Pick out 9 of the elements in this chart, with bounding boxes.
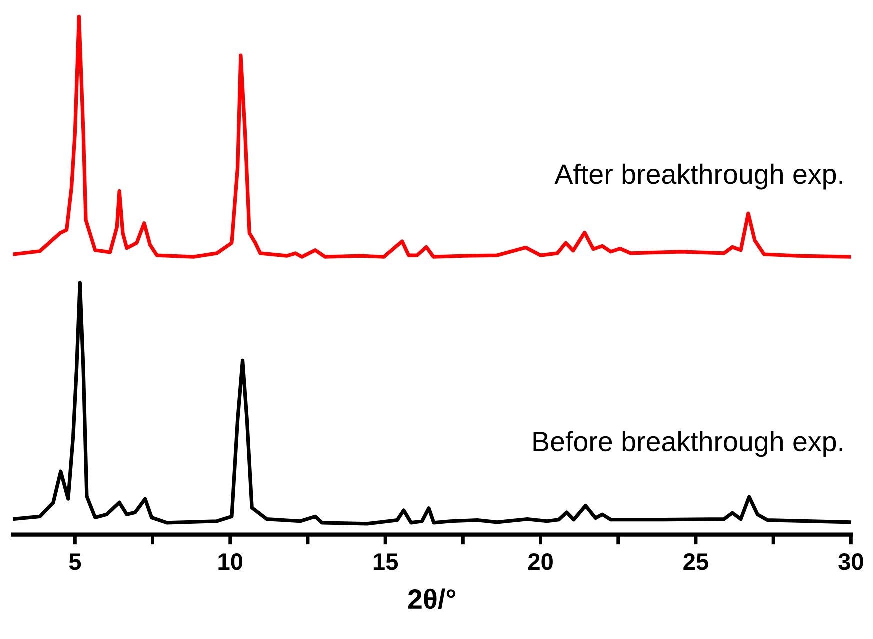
x-tick-label: 15 xyxy=(374,554,398,570)
x-tick-label: 30 xyxy=(838,554,864,570)
x-tick-label: 25 xyxy=(684,554,708,570)
x-tick-label: 10 xyxy=(218,554,243,570)
x-tick-label: 20 xyxy=(528,554,553,570)
text: Before breakthrough exp. xyxy=(534,431,842,458)
series-label: After breakthrough exp. xyxy=(554,164,842,190)
x-axis-title: 2θ/° xyxy=(408,588,456,610)
x-tick-label: 5 xyxy=(69,554,82,570)
